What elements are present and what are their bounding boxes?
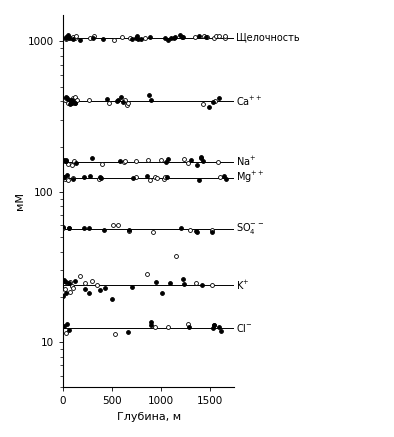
- Y-axis label: мМ: мМ: [15, 192, 25, 210]
- Text: K$^{+}$: K$^{+}$: [236, 278, 249, 291]
- Text: Na$^{+}$: Na$^{+}$: [236, 156, 256, 169]
- Text: Щелочность: Щелочность: [236, 33, 299, 43]
- X-axis label: Глубина, м: Глубина, м: [117, 412, 181, 422]
- Text: Ca$^{++}$: Ca$^{++}$: [236, 94, 262, 108]
- Text: Cl$^{-}$: Cl$^{-}$: [236, 322, 252, 333]
- Text: Mg$^{++}$: Mg$^{++}$: [236, 170, 264, 185]
- Text: SO$_4^{--}$: SO$_4^{--}$: [236, 221, 264, 236]
